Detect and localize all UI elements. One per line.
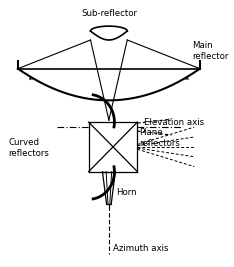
Text: Plane
reflectors: Plane reflectors xyxy=(139,128,180,148)
Text: Horn: Horn xyxy=(116,188,137,197)
Text: Sub-reflector: Sub-reflector xyxy=(81,9,137,18)
Text: Azimuth axis: Azimuth axis xyxy=(113,244,168,253)
Text: Main
reflector: Main reflector xyxy=(193,41,229,61)
Text: Elevation axis: Elevation axis xyxy=(144,118,204,127)
Text: Curved
reflectors: Curved reflectors xyxy=(9,138,50,158)
